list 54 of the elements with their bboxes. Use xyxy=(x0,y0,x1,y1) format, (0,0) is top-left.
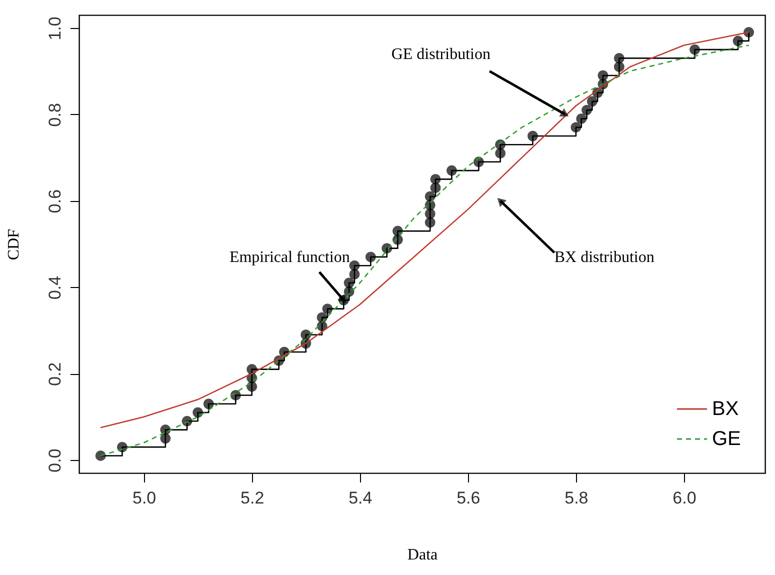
point xyxy=(95,450,106,461)
y-tick-label: 0.0 xyxy=(46,448,64,472)
y-tick-label: 0.2 xyxy=(46,362,64,386)
point xyxy=(570,122,582,133)
point xyxy=(322,304,333,314)
point xyxy=(300,330,312,340)
point xyxy=(495,139,506,150)
point xyxy=(495,148,506,158)
point xyxy=(344,278,354,288)
point xyxy=(614,52,624,64)
point xyxy=(576,113,587,124)
point xyxy=(690,44,700,55)
point xyxy=(230,390,241,400)
annotation: Empirical function xyxy=(229,248,350,266)
x-tick-label: 6.0 xyxy=(672,488,696,508)
point xyxy=(203,398,214,410)
point xyxy=(424,191,436,202)
point xyxy=(160,424,171,436)
annotation: BX distribution xyxy=(554,248,654,266)
point xyxy=(473,156,484,168)
point xyxy=(424,208,436,219)
point xyxy=(527,130,538,142)
y-tick-label: 0.4 xyxy=(46,276,64,300)
point xyxy=(392,226,403,236)
point xyxy=(598,70,608,81)
y-tick-label: 0.8 xyxy=(46,103,64,127)
point xyxy=(316,312,328,323)
y-tick-label: 1.0 xyxy=(46,16,64,40)
x-tick-label: 5.2 xyxy=(240,488,264,508)
point xyxy=(349,260,360,271)
x-tick-label: 5.6 xyxy=(456,488,480,508)
point xyxy=(349,269,360,280)
x-tick-label: 5.8 xyxy=(564,488,588,508)
point xyxy=(732,36,744,46)
point xyxy=(430,174,441,184)
point xyxy=(614,62,624,72)
point xyxy=(582,104,592,116)
point xyxy=(182,416,192,426)
x-axis-title: Data xyxy=(407,546,438,564)
point xyxy=(116,442,128,452)
annotation: GE distribution xyxy=(391,46,490,63)
legend-label: BX xyxy=(712,398,739,420)
point xyxy=(365,252,376,262)
point xyxy=(424,217,436,228)
point xyxy=(744,27,754,38)
point xyxy=(586,96,598,107)
legend-label: GE xyxy=(712,428,741,450)
x-tick-label: 5.0 xyxy=(132,488,156,508)
x-tick-label: 5.4 xyxy=(348,488,372,508)
point xyxy=(446,165,457,176)
point xyxy=(382,243,392,254)
point xyxy=(192,407,204,418)
y-axis-title: CDF xyxy=(6,228,22,260)
y-tick-label: 0.6 xyxy=(46,189,64,214)
